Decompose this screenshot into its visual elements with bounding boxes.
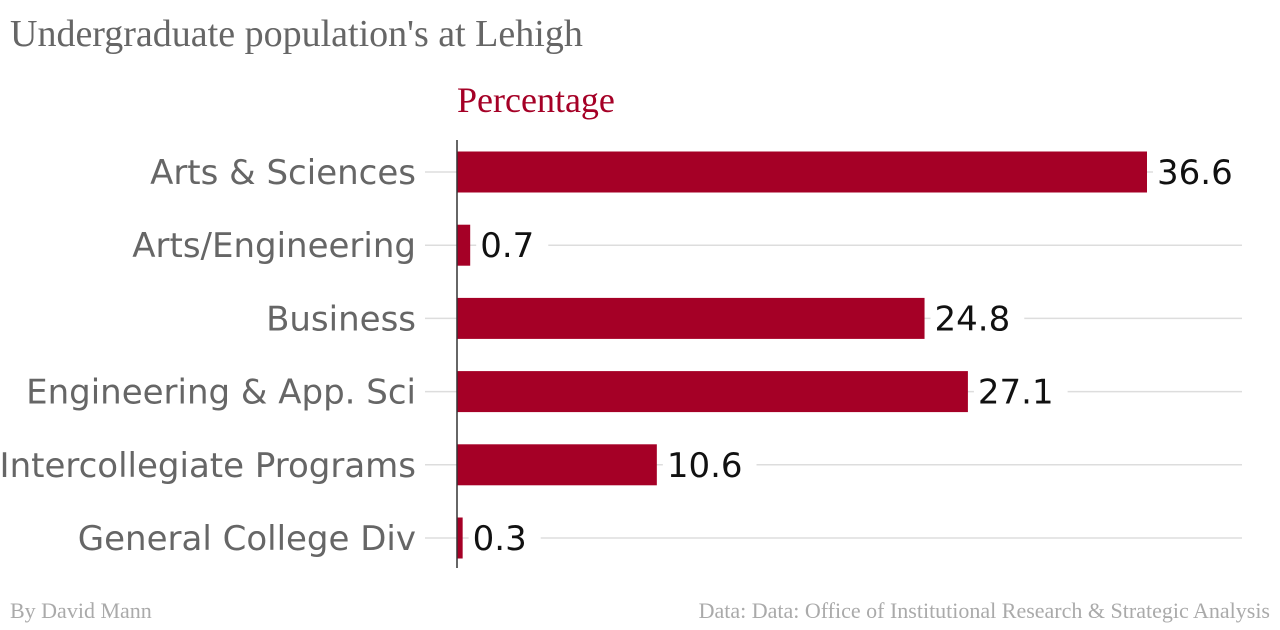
label-gap <box>930 316 1025 321</box>
bar <box>457 224 471 266</box>
label-gap <box>973 389 1068 394</box>
value-label: 0.7 <box>480 226 534 266</box>
label-gap <box>468 536 541 540</box>
bar <box>457 444 657 486</box>
label-gap <box>476 243 549 248</box>
byline: By David Mann <box>10 598 152 623</box>
value-label: 10.6 <box>667 446 743 486</box>
value-label: 36.6 <box>1157 153 1233 193</box>
data-source: Data: Data: Office of Institutional Rese… <box>698 598 1270 623</box>
category-label: Intercollegiate Programs <box>0 446 416 486</box>
category-label: Engineering & App. Sci <box>26 373 416 413</box>
label-gap <box>1153 170 1247 174</box>
bar <box>457 371 968 413</box>
category-label: Business <box>266 299 416 339</box>
value-label: 27.1 <box>978 373 1054 413</box>
value-label: 0.3 <box>473 519 527 559</box>
category-label: Arts/Engineering <box>132 226 416 266</box>
bar <box>457 517 463 559</box>
bar <box>457 151 1147 193</box>
chart-title: Undergraduate population's at Lehigh <box>10 13 583 55</box>
category-label: Arts & Sciences <box>150 153 416 193</box>
category-label: General College Div <box>78 519 416 559</box>
labels: 36.6 Arts & Sciences 0.7 Arts/Engineering 24… <box>0 153 1247 559</box>
bars <box>457 151 1147 559</box>
series-title: Percentage <box>457 80 615 120</box>
bar <box>457 297 925 339</box>
label-gap <box>662 462 757 467</box>
value-label: 24.8 <box>935 299 1011 339</box>
